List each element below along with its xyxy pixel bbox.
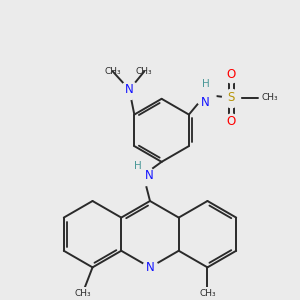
Text: CH₃: CH₃	[74, 289, 91, 298]
Text: O: O	[227, 116, 236, 128]
Text: H: H	[202, 79, 209, 89]
Text: N: N	[201, 96, 210, 109]
Text: CH₃: CH₃	[261, 94, 278, 103]
Text: CH₃: CH₃	[199, 289, 216, 298]
Text: H: H	[134, 161, 142, 171]
Text: S: S	[228, 92, 235, 104]
Text: O: O	[227, 68, 236, 81]
Text: CH₃: CH₃	[136, 67, 153, 76]
Text: CH₃: CH₃	[104, 67, 121, 76]
Text: N: N	[146, 261, 154, 274]
Text: N: N	[125, 83, 134, 96]
Text: N: N	[145, 169, 154, 182]
